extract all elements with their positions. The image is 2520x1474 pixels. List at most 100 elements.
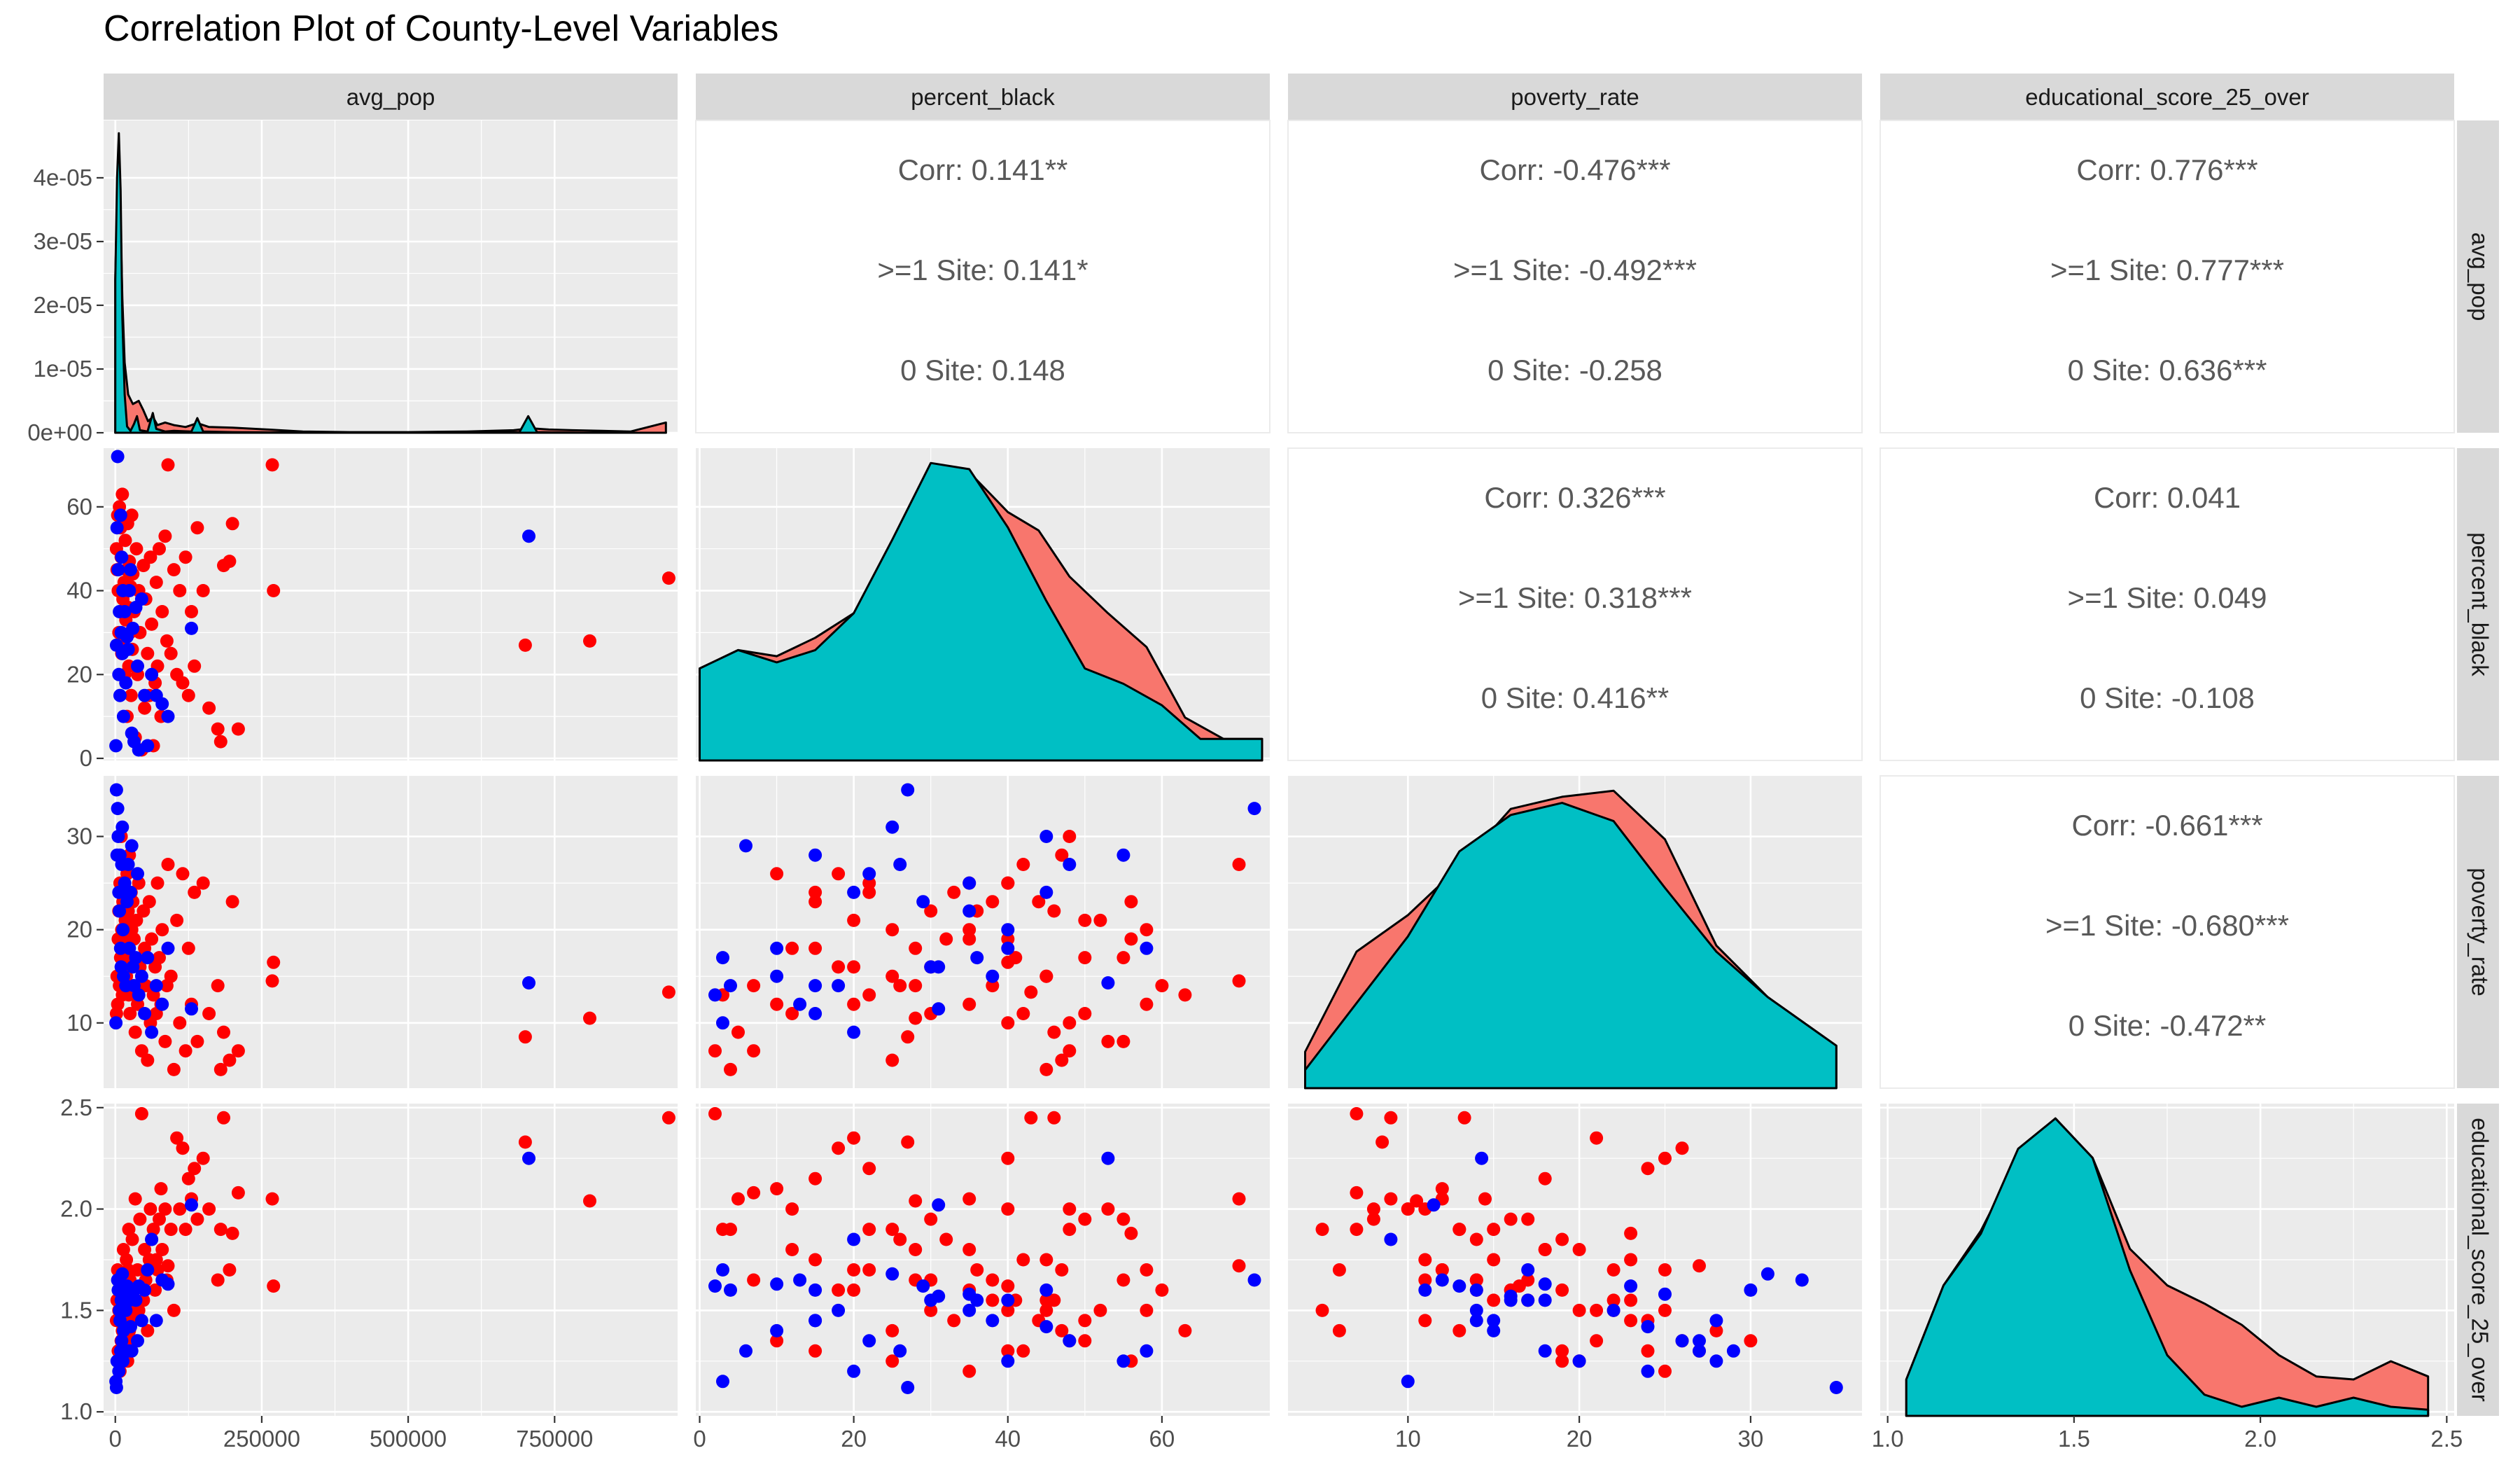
scatter-point-0-site <box>131 659 144 673</box>
scatter-point-0-site <box>109 783 123 797</box>
scatter-point-0-site <box>115 1267 130 1281</box>
scatter-point-ge1-site <box>747 1186 761 1200</box>
scatter-point-ge1-site <box>164 1223 178 1237</box>
scatter-point-ge1-site <box>901 1030 915 1044</box>
scatter-point-0-site <box>1538 1293 1552 1307</box>
correlation-text: >=1 Site: 0.318*** <box>1458 581 1692 614</box>
scatter-point-ge1-site <box>1040 1303 1054 1317</box>
scatter-point-ge1-site <box>164 969 178 983</box>
scatter-point-0-site <box>808 1314 822 1328</box>
y-axis-tick-label: 3e-05 <box>34 228 92 254</box>
scatter-point-ge1-site <box>231 1186 245 1200</box>
scatter-point-ge1-site <box>1555 1344 1569 1358</box>
scatter-point-0-site <box>132 988 146 1002</box>
scatter-point-ge1-site <box>962 1364 976 1378</box>
scatter-point-ge1-site <box>1001 1344 1015 1358</box>
scatter-point-ge1-site <box>747 1273 761 1287</box>
scatter-point-ge1-site <box>1001 876 1015 890</box>
scatter-point-0-site <box>970 1293 984 1307</box>
scatter-point-ge1-site <box>267 955 281 969</box>
scatter-point-ge1-site <box>939 1232 953 1246</box>
scatter-point-ge1-site <box>170 1131 184 1145</box>
scatter-point-ge1-site <box>1140 997 1154 1011</box>
scatter-point-0-site <box>161 709 175 723</box>
scatter-point-0-site <box>1040 830 1054 843</box>
scatter-point-ge1-site <box>808 1344 822 1358</box>
y-axis-tick-label: 4e-05 <box>34 165 92 190</box>
scatter-point-ge1-site <box>176 867 190 881</box>
scatter-point-0-site <box>124 885 137 899</box>
scatter-point-ge1-site <box>211 979 225 993</box>
scatter-point-ge1-site <box>1040 1062 1054 1076</box>
scatter-point-ge1-site <box>1512 1279 1526 1293</box>
scatter-point-ge1-site <box>1155 1283 1169 1297</box>
scatter-point-0-site <box>1040 885 1054 899</box>
scatter-point-0-site <box>1760 1267 1774 1281</box>
scatter-point-ge1-site <box>267 1279 281 1293</box>
scatter-point-ge1-site <box>116 1243 130 1256</box>
scatter-point-0-site <box>134 592 148 606</box>
x-axis-tick-label: 750000 <box>516 1426 593 1452</box>
scatter-point-ge1-site <box>1469 1232 1483 1246</box>
y-axis-tick-label: 1.0 <box>60 1398 92 1424</box>
scatter-point-ge1-site <box>1078 913 1092 927</box>
scatter-point-0-site <box>1427 1198 1441 1212</box>
scatter-point-0-site <box>1063 1334 1077 1348</box>
strip-right-percent_black <box>2457 448 2499 760</box>
scatter-point-0-site <box>1435 1273 1449 1287</box>
scatter-point-ge1-site <box>124 688 138 702</box>
scatter-point-ge1-site <box>1350 1186 1364 1200</box>
scatter-point-0-site <box>1709 1354 1723 1368</box>
scatter-point-0-site <box>121 858 135 871</box>
scatter-point-ge1-site <box>178 550 192 564</box>
scatter-point-ge1-site <box>1418 1273 1432 1287</box>
scatter-point-0-site <box>111 450 125 464</box>
correlation-text: Corr: -0.661*** <box>2071 809 2262 842</box>
scatter-point-ge1-site <box>1093 913 1107 927</box>
scatter-point-ge1-site <box>986 895 1000 909</box>
scatter-point-ge1-site <box>231 722 245 736</box>
scatter-point-0-site <box>1247 1273 1261 1287</box>
scatter-point-0-site <box>716 1375 729 1389</box>
scatter-point-0-site <box>116 923 130 937</box>
scatter-point-ge1-site <box>1675 1141 1689 1155</box>
scatter-point-0-site <box>1001 1354 1015 1368</box>
scatter-point-ge1-site <box>1709 1323 1723 1337</box>
scatter-point-ge1-site <box>1040 969 1054 983</box>
scatter-point-ge1-site <box>181 1171 195 1186</box>
scatter-point-0-site <box>1504 1289 1518 1303</box>
scatter-point-0-site <box>970 951 984 965</box>
scatter-point-0-site <box>134 969 148 983</box>
scatter-point-0-site <box>1538 1277 1552 1291</box>
scatter-point-ge1-site <box>131 1263 144 1277</box>
scatter-point-ge1-site <box>1001 955 1015 969</box>
scatter-point-ge1-site <box>167 1303 181 1317</box>
scatter-point-0-site <box>116 1354 130 1368</box>
scatter-point-0-site <box>124 563 137 577</box>
scatter-point-ge1-site <box>1624 1293 1638 1307</box>
y-axis-tick-label: 20 <box>66 917 92 943</box>
scatter-point-0-site <box>808 848 822 862</box>
y-axis-tick-label: 2.0 <box>60 1196 92 1222</box>
scatter-point-ge1-site <box>924 1212 938 1226</box>
scatter-point-ge1-site <box>1001 1151 1015 1165</box>
scatter-point-0-site <box>847 1025 861 1039</box>
scatter-point-0-site <box>129 1293 143 1307</box>
scatter-point-ge1-site <box>161 458 175 472</box>
strip-top-label-percent_black: percent_black <box>911 84 1055 110</box>
scatter-point-0-site <box>118 605 132 618</box>
scatter-point-ge1-site <box>134 1107 148 1120</box>
y-axis-tick-label: 30 <box>66 823 92 849</box>
scatter-point-ge1-site <box>1232 1192 1246 1206</box>
scatter-point-0-site <box>124 1320 137 1334</box>
scatter-point-0-site <box>932 1198 946 1212</box>
scatter-point-ge1-site <box>1063 1202 1077 1216</box>
strip-right-avg_pop <box>2457 120 2499 433</box>
scatter-point-0-site <box>109 739 123 753</box>
scatter-point-ge1-site <box>1001 1303 1015 1317</box>
scatter-point-0-site <box>793 1273 807 1287</box>
scatter-point-ge1-site <box>149 1253 163 1267</box>
scatter-point-ge1-site <box>214 1062 227 1076</box>
scatter-point-0-site <box>149 1314 163 1328</box>
